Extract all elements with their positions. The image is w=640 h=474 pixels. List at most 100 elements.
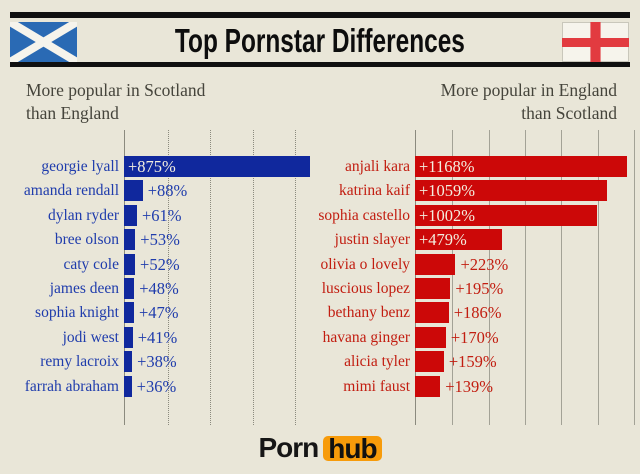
bar (124, 277, 135, 299)
bar-zone: +38% (124, 351, 320, 373)
bar-row: georgie lyall +875% (0, 156, 320, 177)
bar-zone: +1059% (415, 180, 640, 202)
scotland-bar-rows: georgie lyall +875% amanda rendall +88% dyla… (0, 156, 320, 400)
bar (415, 326, 446, 348)
bar-value: +48% (139, 278, 179, 298)
bar-label: bethany benz (327, 304, 410, 322)
bar-zone: +48% (124, 277, 320, 299)
bar-row: mimi faust +139% (300, 375, 640, 397)
bar-row: alicia tyler +159% (300, 351, 640, 373)
page-title: Top Pornstar Differences (80, 20, 560, 62)
bar-value: +223% (460, 254, 509, 274)
gridline (597, 130, 599, 425)
bar-value: +195% (455, 278, 504, 298)
bar-label: jodi west (62, 328, 119, 346)
bar (124, 204, 137, 226)
pornhub-logo: Porn hub (0, 434, 640, 462)
bar-row: olivia o lovely +223% (300, 253, 640, 275)
header-bottom-rule (10, 62, 630, 67)
bar (124, 375, 132, 397)
scotland-subtitle-line1: More popular in Scotland (26, 80, 206, 100)
bar-row: james deen +48% (0, 277, 320, 299)
bar-label: katrina kaif (338, 182, 410, 200)
england-subtitle-line2: than Scotland (521, 103, 617, 123)
gridline (488, 130, 490, 425)
bar-zone: +875% (124, 156, 320, 177)
bar-value: +139% (445, 376, 494, 396)
bar-label: mimi faust (343, 377, 410, 395)
bar-zone: +479% (415, 229, 640, 251)
scotland-plot-area (124, 130, 311, 425)
bar (415, 204, 597, 226)
bar (415, 302, 449, 324)
bar-zone: +195% (415, 277, 640, 299)
gridline (210, 130, 212, 425)
bar-zone: +139% (415, 375, 640, 397)
bar-label: bree olson (54, 231, 119, 249)
bar-row: katrina kaif +1059% (300, 180, 640, 202)
bar-row: sophia knight +47% (0, 302, 320, 324)
scotland-flag (10, 22, 77, 62)
bar-label: justin slayer (334, 231, 410, 249)
bar-label: olivia o lovely (320, 255, 410, 273)
bar-value: +875% (128, 157, 176, 176)
bar-value: +38% (137, 352, 177, 372)
bar (124, 253, 136, 275)
bar-zone: +223% (415, 253, 640, 275)
bar-row: caty cole +52% (0, 253, 320, 275)
bar-value: +36% (136, 376, 177, 396)
bar-row: luscious lopez +195% (300, 277, 640, 299)
bar-value: +479% (419, 230, 467, 250)
bar-label: remy lacroix (40, 353, 119, 371)
bar-value: +88% (147, 181, 188, 201)
bar-label: james deen (49, 279, 119, 297)
bar (415, 351, 444, 373)
england-chart: anjali kara +1168% katrina kaif +1059% sophi… (300, 130, 640, 425)
bar-row: amanda rendall +88% (0, 180, 320, 202)
gridline (167, 130, 169, 425)
england-bar-rows: anjali kara +1168% katrina kaif +1059% sophi… (300, 156, 640, 400)
bar-zone: +47% (124, 302, 320, 324)
england-subtitle: More popular in England than Scotland (441, 79, 617, 125)
bar-zone: +53% (124, 229, 320, 251)
bar-zone: +36% (124, 375, 320, 397)
bar-zone: +52% (124, 253, 320, 275)
bar-zone: +170% (415, 326, 640, 348)
england-flag (562, 22, 629, 62)
gridline (524, 130, 526, 425)
england-subtitle-line1: More popular in England (440, 80, 617, 100)
bar-value: +61% (141, 205, 182, 225)
bar-label: amanda rendall (23, 182, 119, 200)
bar-value: +186% (453, 303, 502, 323)
logo-text-porn: Porn (258, 432, 319, 463)
england-plot-area (415, 130, 635, 425)
bar (415, 375, 441, 397)
bar (124, 302, 134, 324)
bar-label: alicia tyler (344, 353, 410, 371)
bar-zone: +1168% (415, 156, 640, 177)
bar-zone: +186% (415, 302, 640, 324)
gridline (452, 130, 454, 425)
bar-row: farrah abraham +36% (0, 375, 320, 397)
gridline (295, 130, 297, 425)
bar (124, 351, 133, 373)
bar (124, 326, 133, 348)
gridline (252, 130, 254, 425)
bar-zone: +1002% (415, 204, 640, 226)
bar-row: bree olson +53% (0, 229, 320, 251)
bar-value: +1168% (419, 157, 475, 176)
bar (124, 156, 310, 177)
header-top-rule (10, 12, 630, 18)
bar-label: havana ginger (322, 328, 410, 346)
bar (415, 229, 502, 251)
bar-row: dylan ryder +61% (0, 204, 320, 226)
bar (124, 229, 136, 251)
bar-label: caty cole (63, 255, 119, 273)
bar (124, 180, 143, 202)
bar (415, 253, 456, 275)
bar (415, 156, 627, 177)
bar-label: georgie lyall (41, 158, 119, 175)
logo-hub-badge: hub (323, 434, 382, 462)
bar-row: havana ginger +170% (300, 326, 640, 348)
